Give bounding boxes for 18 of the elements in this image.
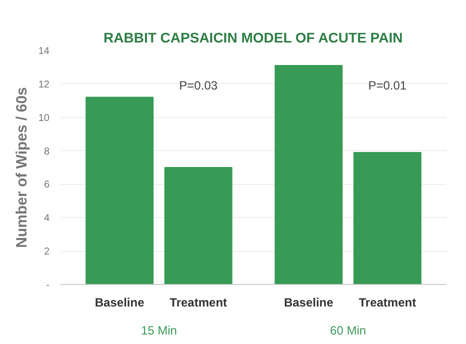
y-tick-label: 8 [44, 146, 50, 158]
y-tick-label: 4 [44, 213, 50, 224]
annotation: P=0.03 [179, 78, 218, 93]
y-tick-label: 12 [38, 79, 50, 90]
y-tick-label: 10 [38, 112, 50, 124]
text: 15 Min [140, 324, 177, 338]
text: 60 Min [330, 324, 366, 338]
x-tick-label: Treatment [170, 296, 228, 310]
x-tick-label: Baseline [94, 296, 145, 310]
annotation: P=0.01 [368, 78, 407, 93]
y-axis-title: Number of Wipes / 60s [13, 87, 30, 248]
y-tick-label: - [46, 280, 50, 291]
y-tick-label: 14 [38, 46, 50, 57]
x-tick-label: Treatment [358, 296, 416, 310]
y-tick-label: 6 [44, 180, 50, 191]
chart-title: RABBIT CAPSAICIN MODEL OF ACUTE PAIN [104, 30, 403, 46]
y-tick-label: 2 [44, 246, 50, 258]
x-tick-label: Baseline [284, 296, 334, 310]
